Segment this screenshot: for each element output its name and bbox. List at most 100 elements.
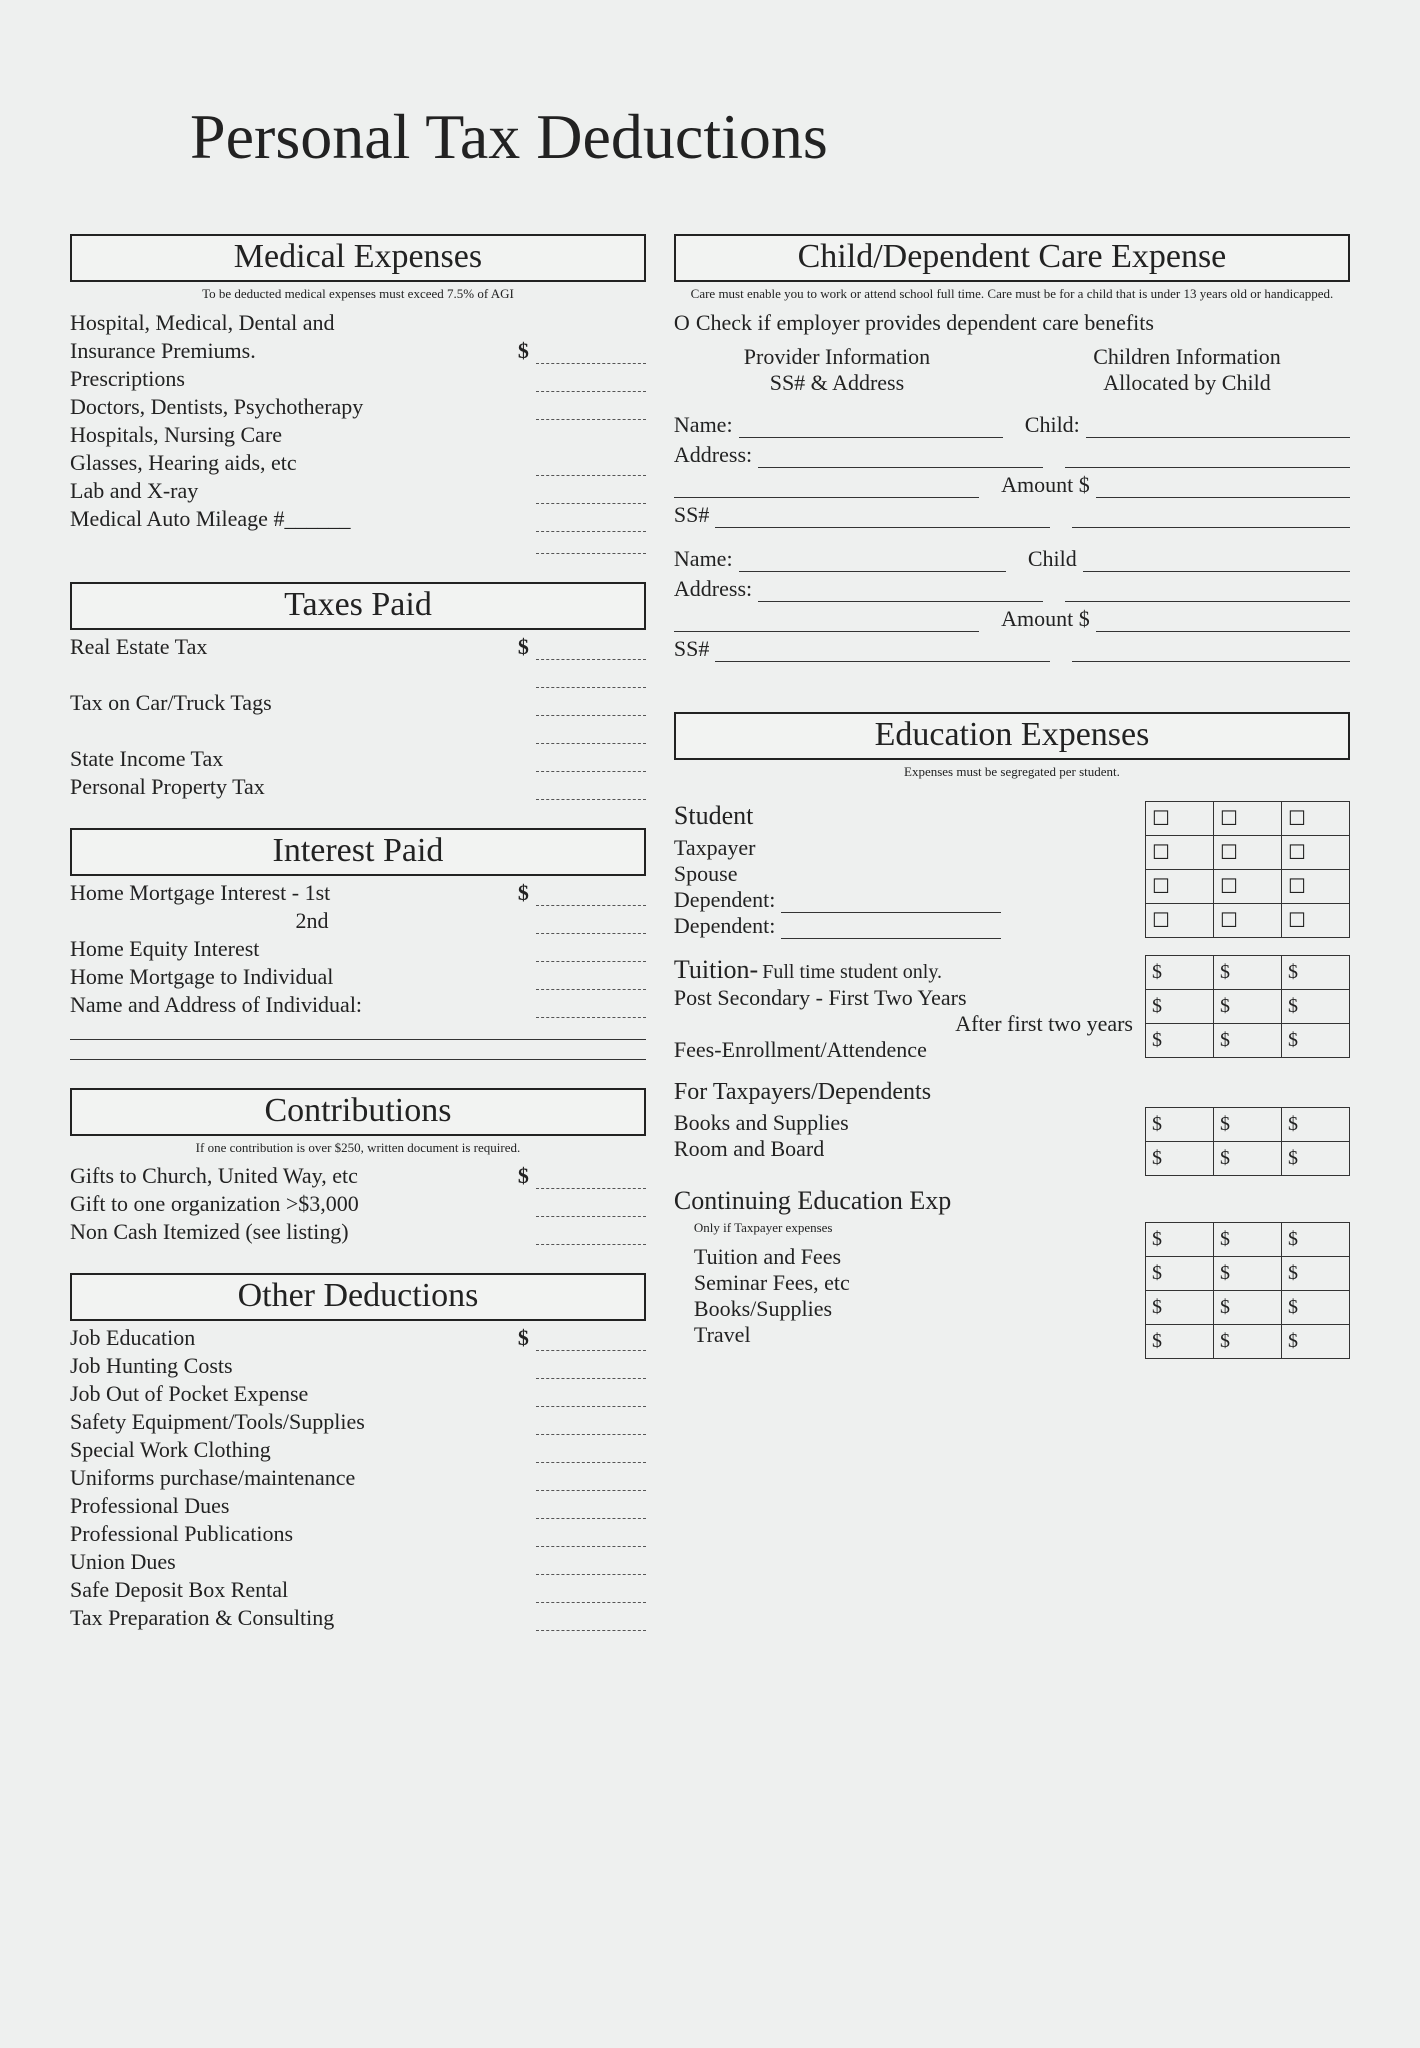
amount-blank[interactable] — [536, 400, 646, 420]
amount-blank[interactable] — [536, 1527, 646, 1547]
checkbox-cell[interactable]: ☐ — [1146, 870, 1214, 904]
provider-address-input[interactable] — [758, 582, 1043, 602]
amount-cell[interactable]: $ — [1214, 1223, 1282, 1257]
amount-blank[interactable] — [536, 1443, 646, 1463]
amount-cell[interactable]: $ — [1146, 1325, 1214, 1359]
provider-ss-input[interactable] — [715, 508, 1049, 528]
checkbox-cell[interactable]: ☐ — [1214, 870, 1282, 904]
name-address-line[interactable] — [70, 1020, 646, 1040]
amount-blank[interactable] — [536, 640, 646, 660]
amount-blank[interactable] — [536, 1611, 646, 1631]
checkbox-cell[interactable]: ☐ — [1146, 802, 1214, 836]
name-address-line[interactable] — [70, 1040, 646, 1060]
checkbox-cell[interactable]: ☐ — [1214, 836, 1282, 870]
amount-cell[interactable]: $ — [1214, 956, 1282, 990]
amount-cell[interactable]: $ — [1214, 1108, 1282, 1142]
amount-cell[interactable]: $ — [1146, 990, 1214, 1024]
provider-name-input[interactable] — [739, 552, 1006, 572]
amount-cell[interactable]: $ — [1282, 990, 1350, 1024]
cont-row: Books/Supplies — [694, 1296, 1145, 1322]
amount-blank[interactable] — [536, 780, 646, 800]
dependent-input[interactable] — [781, 921, 1001, 939]
amount-blank[interactable] — [536, 970, 646, 990]
extra-line[interactable] — [1072, 642, 1350, 662]
amount-input[interactable] — [1096, 478, 1350, 498]
child-line2[interactable] — [1065, 582, 1350, 602]
amount-cell[interactable]: $ — [1146, 1108, 1214, 1142]
checkbox-cell[interactable]: ☐ — [1146, 836, 1214, 870]
amount-cell[interactable]: $ — [1282, 1108, 1350, 1142]
amount-cell[interactable]: $ — [1146, 1223, 1214, 1257]
amount-blank[interactable] — [536, 942, 646, 962]
amount-blank[interactable] — [536, 696, 646, 716]
checkbox-cell[interactable]: ☐ — [1146, 904, 1214, 938]
provider-address2-input[interactable] — [674, 612, 979, 632]
checkbox-cell[interactable]: ☐ — [1214, 904, 1282, 938]
amount-cell[interactable]: $ — [1146, 1024, 1214, 1058]
checkbox-cell[interactable]: ☐ — [1282, 870, 1350, 904]
amount-cell[interactable]: $ — [1282, 956, 1350, 990]
tuition-sub: Full time student only. — [762, 961, 942, 983]
amount-cell[interactable]: $ — [1282, 1142, 1350, 1176]
checkbox-cell[interactable]: ☐ — [1282, 904, 1350, 938]
amount-blank[interactable] — [536, 1583, 646, 1603]
amount-blank[interactable] — [536, 1197, 646, 1217]
child-line2[interactable] — [1065, 448, 1350, 468]
amount-blank[interactable] — [536, 724, 646, 744]
amount-blank[interactable] — [536, 1359, 646, 1379]
amount-cell[interactable]: $ — [1146, 1291, 1214, 1325]
amount-label: Amount $ — [1001, 606, 1090, 632]
amount-blank[interactable] — [536, 886, 646, 906]
amount-cell[interactable]: $ — [1214, 1257, 1282, 1291]
amount-blank[interactable] — [536, 914, 646, 934]
amount-cell[interactable]: $ — [1214, 1024, 1282, 1058]
checkbox-cell[interactable]: ☐ — [1214, 802, 1282, 836]
amount-blank[interactable] — [536, 998, 646, 1018]
amount-cell[interactable]: $ — [1146, 956, 1214, 990]
amount-blank[interactable] — [536, 1555, 646, 1575]
amount-blank[interactable] — [536, 1331, 646, 1351]
amount-blank[interactable] — [536, 1169, 646, 1189]
amount-blank[interactable] — [536, 372, 646, 392]
amount-blank[interactable] — [536, 344, 646, 364]
provider-ss-input[interactable] — [715, 642, 1049, 662]
interest-item: Home Mortgage to Individual — [70, 964, 536, 990]
amount-cell[interactable]: $ — [1146, 1142, 1214, 1176]
provider-name-input[interactable] — [739, 418, 1003, 438]
amount-blank[interactable] — [536, 484, 646, 504]
amount-cell[interactable]: $ — [1146, 1257, 1214, 1291]
amount-blank[interactable] — [536, 1499, 646, 1519]
amount-cell[interactable]: $ — [1282, 1257, 1350, 1291]
checkbox-cell[interactable]: ☐ — [1282, 802, 1350, 836]
provider-address-input[interactable] — [758, 448, 1043, 468]
child-input[interactable] — [1086, 418, 1350, 438]
amount-cell[interactable]: $ — [1282, 1325, 1350, 1359]
contrib-item: Gifts to Church, United Way, etc — [70, 1163, 518, 1189]
other-item: Union Dues — [70, 1549, 536, 1575]
amount-blank[interactable] — [536, 534, 646, 554]
child-input[interactable] — [1083, 552, 1350, 572]
amount-blank[interactable] — [536, 752, 646, 772]
amount-cell[interactable]: $ — [1282, 1223, 1350, 1257]
amount-blank[interactable] — [536, 1415, 646, 1435]
amount-input[interactable] — [1096, 612, 1350, 632]
other-item: Job Out of Pocket Expense — [70, 1381, 536, 1407]
amount-blank[interactable] — [536, 1387, 646, 1407]
left-column: Medical Expenses To be deducted medical … — [70, 234, 646, 1633]
amount-blank[interactable] — [536, 668, 646, 688]
checkbox-cell[interactable]: ☐ — [1282, 836, 1350, 870]
dependent-input[interactable] — [781, 895, 1001, 913]
extra-line[interactable] — [1072, 508, 1350, 528]
amount-blank[interactable] — [536, 512, 646, 532]
amount-cell[interactable]: $ — [1282, 1024, 1350, 1058]
amount-cell[interactable]: $ — [1214, 1291, 1282, 1325]
amount-blank[interactable] — [536, 1225, 646, 1245]
amount-cell[interactable]: $ — [1214, 990, 1282, 1024]
amount-cell[interactable]: $ — [1214, 1142, 1282, 1176]
provider-address2-input[interactable] — [674, 478, 979, 498]
amount-cell[interactable]: $ — [1214, 1325, 1282, 1359]
amount-cell[interactable]: $ — [1282, 1291, 1350, 1325]
medical-item: Doctors, Dentists, Psychotherapy — [70, 394, 536, 420]
amount-blank[interactable] — [536, 1471, 646, 1491]
amount-blank[interactable] — [536, 456, 646, 476]
